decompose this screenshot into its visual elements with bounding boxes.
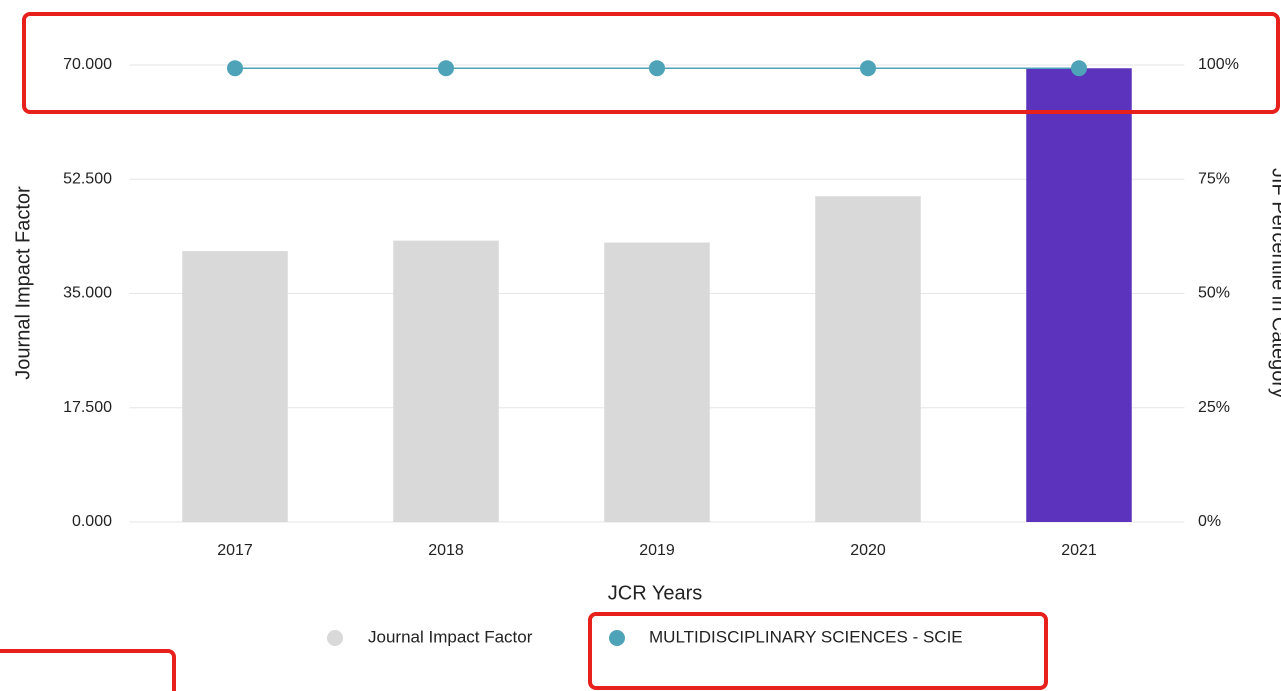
annotation-box: [588, 612, 1048, 690]
bar: [1026, 68, 1132, 522]
y2-tick-label: 25%: [1198, 399, 1230, 416]
x-tick-label: 2018: [428, 542, 464, 559]
y-tick-label: 52.500: [63, 170, 112, 187]
y-tick-label: 70.000: [63, 56, 112, 73]
annotation-box: [0, 649, 176, 691]
legend-label: Journal Impact Factor: [368, 627, 533, 646]
line-point: [860, 60, 876, 77]
x-tick-label: 2020: [850, 542, 886, 559]
y2-tick-label: 0%: [1198, 513, 1221, 530]
mark-layer: [182, 60, 1132, 523]
line-point: [1071, 60, 1087, 77]
bar: [182, 251, 288, 523]
line-point: [649, 60, 665, 77]
legend: Journal Impact Factor MULTIDISCIPLINARY S…: [327, 627, 963, 646]
x-axis-title: JCR Years: [608, 582, 703, 604]
bar: [604, 242, 710, 522]
bar: [393, 240, 499, 522]
y2-tick-label: 75%: [1198, 170, 1230, 187]
y-tick-label: 0.000: [72, 513, 112, 530]
line-point: [438, 60, 454, 77]
y-tick-label: 35.000: [63, 285, 112, 302]
bar: [815, 196, 921, 522]
x-tick-label: 2019: [639, 542, 675, 559]
x-tick-label: 2017: [217, 542, 253, 559]
annotation-box: [22, 12, 1280, 114]
legend-swatch: [609, 630, 625, 646]
y2-tick-label: 50%: [1198, 285, 1230, 302]
legend-swatch: [327, 630, 343, 646]
legend-label: MULTIDISCIPLINARY SCIENCES - SCIE: [649, 627, 963, 646]
y2-tick-label: 100%: [1198, 56, 1239, 73]
y-tick-label: 17.500: [63, 399, 112, 416]
y-axis-title: Journal Impact Factor: [12, 186, 34, 380]
x-tick-label: 2021: [1061, 542, 1097, 559]
y2-axis-title: JIF Percentile in Category: [1268, 168, 1281, 398]
line-point: [227, 60, 243, 77]
